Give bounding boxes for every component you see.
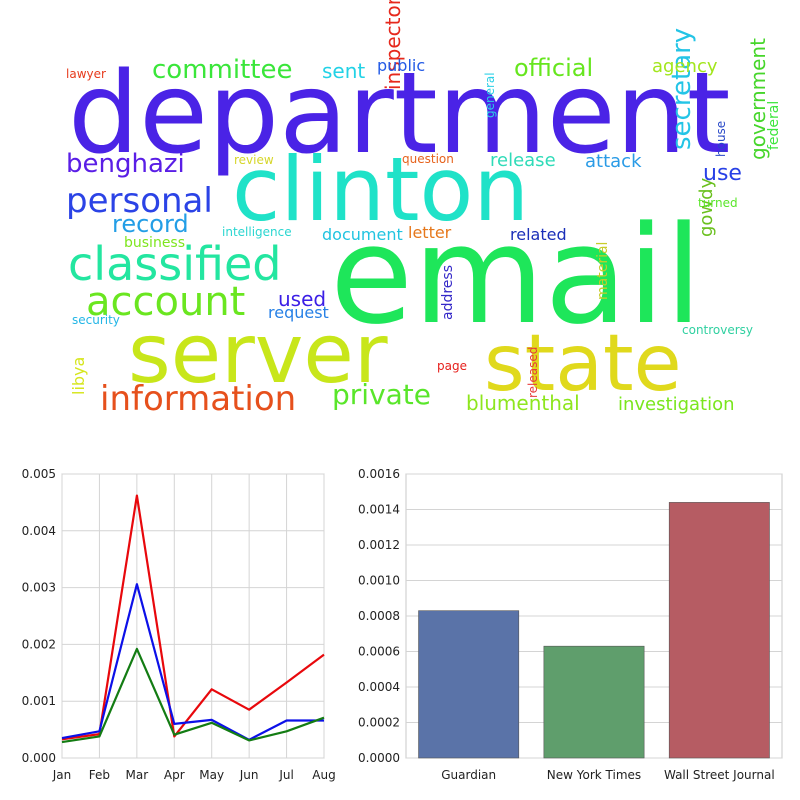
line-x-tick-label: Jun [239, 768, 259, 782]
bar-wall-street-journal [668, 502, 770, 759]
word-business: business [124, 235, 185, 251]
line-x-tick-label: Jan [52, 768, 72, 782]
word-controversy: controversy [682, 323, 753, 337]
word-record: record [112, 210, 189, 238]
bar-y-tick-label: 0.0006 [358, 645, 400, 659]
word-account: account [86, 279, 245, 325]
line-x-tick-label: Apr [164, 768, 185, 782]
word-state: state [484, 319, 682, 409]
word-house: house [714, 121, 728, 157]
word-private: private [332, 378, 431, 411]
word-page: page [437, 359, 467, 373]
line-y-tick-label: 0.002 [22, 637, 56, 651]
line-y-tick-label: 0.003 [22, 581, 56, 595]
line-x-tick-label: May [199, 768, 224, 782]
word-request: request [268, 303, 329, 322]
line-y-tick-label: 0.005 [22, 467, 56, 481]
line-series-2 [61, 647, 325, 744]
word-attack: attack [585, 151, 642, 172]
word-sent: sent [322, 59, 365, 83]
line-x-tick-label: Mar [126, 768, 149, 782]
word-information: information [100, 379, 296, 419]
word-used: used [278, 287, 326, 311]
line-y-tick-label: 0.004 [22, 524, 56, 538]
bar-y-tick-label: 0.0012 [358, 538, 400, 552]
bar-x-tick-label: Wall Street Journal [664, 768, 775, 782]
word-lawyer: lawyer [66, 67, 106, 81]
word-agency: agency [652, 56, 718, 77]
word-investigation: investigation [618, 394, 735, 415]
word-address: address [440, 265, 456, 320]
line-series-0 [61, 494, 325, 741]
bar-y-tick-label: 0.0008 [358, 609, 400, 623]
monthly-line-chart: 0.000 0.001 0.002 0.003 0.004 0.005 Jan Feb Mar A… [22, 467, 336, 782]
word-blumenthal: blumenthal [466, 391, 580, 415]
word-classified: classified [68, 237, 281, 291]
word-use: use [703, 161, 742, 186]
word-benghazi: benghazi [66, 149, 185, 179]
bar-x-tick-label: Guardian [441, 768, 496, 782]
word-official: official [514, 54, 593, 82]
word-document: document [322, 225, 403, 244]
line-x-tick-label: Feb [89, 768, 110, 782]
bar-y-tick-label: 0.0004 [358, 680, 400, 694]
line-series-1 [61, 583, 324, 741]
line-x-tick-label: Jul [278, 768, 293, 782]
word-release: release [490, 150, 556, 171]
word-letter: letter [408, 223, 452, 242]
source-bar-chart: 0.0000 0.0002 0.0004 0.0006 0.0008 0.0010 0.00… [358, 467, 783, 782]
word-review: review [234, 153, 274, 167]
line-y-tick-label: 0.000 [22, 751, 56, 765]
charts-area: 0.000 0.001 0.002 0.003 0.004 0.005 Jan Feb Mar A… [22, 467, 783, 782]
bar-y-tick-label: 0.0014 [358, 503, 400, 517]
word-question: question [402, 152, 454, 166]
line-y-tick-label: 0.001 [22, 694, 56, 708]
bar-x-tick-label: New York Times [547, 768, 641, 782]
bar-y-tick-label: 0.0010 [358, 574, 400, 588]
word-department: department [68, 49, 731, 179]
bar-guardian [418, 610, 520, 759]
bar-y-tick-label: 0.0016 [358, 467, 400, 481]
word-government: government [746, 38, 770, 160]
bar-new-york-times [543, 645, 645, 759]
word-personal: personal [66, 181, 213, 221]
bar-y-tick-label: 0.0000 [358, 751, 400, 765]
word-intelligence: intelligence [222, 225, 292, 239]
word-committee: committee [152, 55, 292, 85]
line-x-tick-label: Aug [312, 768, 335, 782]
word-material: material [595, 242, 611, 300]
word-libya: libya [69, 357, 88, 395]
word-public: public [377, 56, 425, 75]
word-security: security [72, 313, 120, 327]
word-secretary: secretary [667, 28, 697, 150]
word-inspector: inspector [381, 0, 405, 90]
word-turned: turned [698, 196, 738, 210]
word-email: email [330, 197, 702, 354]
word-gowdy: gowdy [696, 177, 717, 237]
word-clinton: clinton [232, 138, 529, 241]
word-server: server [128, 307, 388, 402]
word-related: related [510, 225, 567, 244]
bar-y-tick-label: 0.0002 [358, 716, 400, 730]
word-released: released [526, 347, 540, 398]
word-federal: federal [766, 101, 782, 150]
word-general: general [483, 72, 497, 118]
